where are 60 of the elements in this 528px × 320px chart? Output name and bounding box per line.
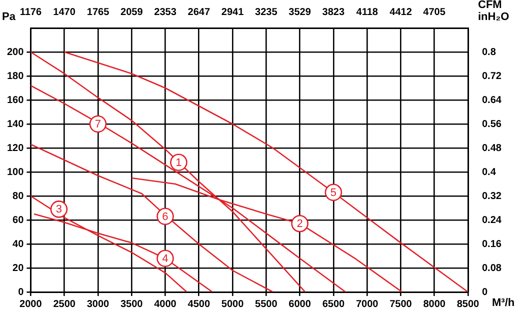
x2-tick-label: 1176	[20, 6, 42, 18]
x-tick-label: 8500	[456, 298, 480, 310]
x2-axis-title: CFM	[478, 0, 502, 11]
y-tick-label: 60	[12, 214, 24, 226]
x-tick-label: 2500	[53, 298, 76, 310]
x-tick-label: 6500	[322, 298, 345, 310]
y2-tick-label: 0.16	[482, 238, 502, 250]
y2-tick-label: 0	[482, 286, 488, 298]
y2-tick-label: 0.8	[482, 46, 496, 58]
y-tick-label: 200	[6, 46, 24, 58]
x2-tick-label: 3823	[322, 6, 345, 18]
x2-tick-label: 3235	[255, 6, 278, 18]
y2-tick-label: 0.32	[482, 190, 502, 202]
y2-axis-title: inH₂O	[478, 11, 510, 23]
y2-tick-label: 0.56	[482, 118, 502, 130]
y-tick-label: 160	[6, 94, 24, 106]
x-tick-label: 3000	[86, 298, 110, 310]
x-tick-label: 3500	[120, 298, 144, 310]
y-tick-label: 120	[6, 142, 24, 154]
x2-tick-label: 1470	[53, 6, 76, 18]
y2-tick-label: 0.24	[482, 214, 502, 226]
annotation: 7	[94, 118, 102, 131]
annotation: 4	[162, 252, 168, 265]
x-tick-label: 7500	[390, 298, 412, 310]
y-tick-label: 80	[12, 190, 24, 202]
annotation: 1	[176, 156, 182, 169]
x-tick-label: 4500	[188, 298, 210, 310]
annotation: 5	[330, 186, 337, 199]
x2-tick-label: 4118	[356, 6, 378, 18]
y-tick-label: 140	[6, 118, 24, 130]
y-tick-label: 180	[6, 70, 24, 82]
y-tick-label: 20	[12, 262, 24, 274]
y-tick-label: 40	[12, 238, 24, 250]
x-tick-label: 8000	[423, 298, 446, 310]
y2-tick-label: 0.72	[482, 70, 502, 82]
x-tick-label: 7000	[356, 298, 379, 310]
x-tick-label: 5000	[221, 298, 244, 310]
annotation: 2	[296, 218, 303, 230]
y-tick-label: 100	[6, 166, 24, 178]
x2-tick-label: 4705	[423, 6, 446, 18]
y2-tick-label: 0.64	[482, 94, 502, 106]
x-tick-label: 6000	[288, 298, 312, 310]
x2-tick-label: 3529	[288, 6, 312, 18]
x-tick-label: 4000	[154, 298, 177, 310]
x-tick-label: 5500	[255, 298, 278, 310]
y2-tick-label: 0.08	[482, 262, 502, 274]
x2-tick-label: 2353	[154, 6, 177, 18]
annotation: 3	[56, 204, 62, 216]
x2-tick-label: 1765	[86, 6, 110, 18]
y-axis-title: Pa	[2, 11, 16, 23]
x2-tick-label: 2941	[221, 6, 244, 18]
y2-tick-label: 0.4	[482, 166, 496, 178]
x2-tick-label: 2647	[188, 6, 210, 18]
annotation: 6	[162, 210, 168, 223]
y-tick-label: 0	[18, 286, 24, 298]
y2-tick-label: 0.48	[482, 142, 502, 154]
x2-tick-label: 4412	[390, 6, 412, 18]
x-tick-label: 2000	[20, 298, 42, 310]
x-axis-title: M³/h	[492, 297, 515, 309]
x2-tick-label: 2059	[120, 6, 144, 18]
